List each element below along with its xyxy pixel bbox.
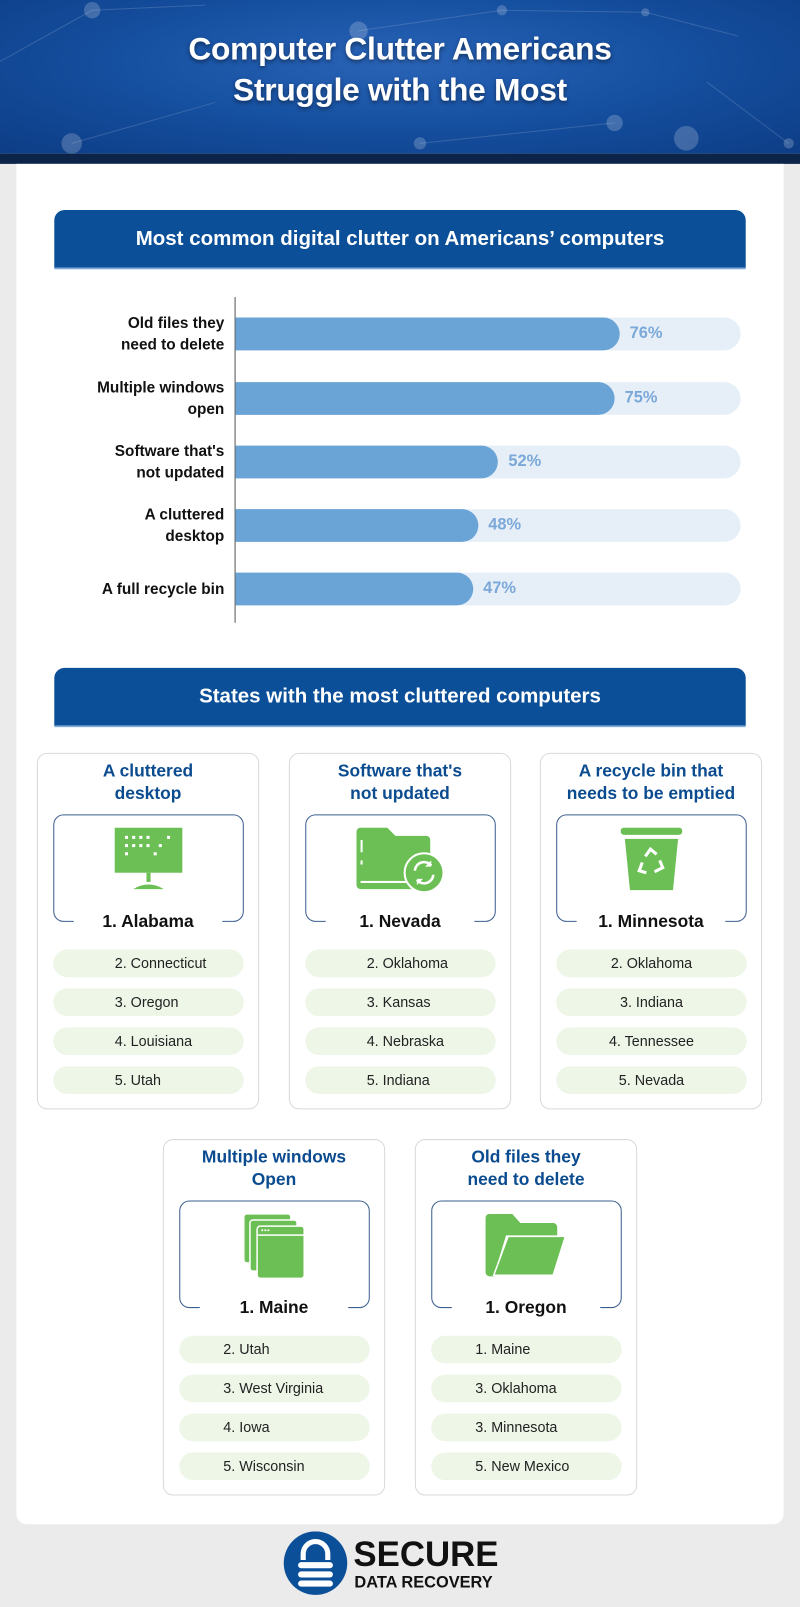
bar-track: 48% xyxy=(235,509,741,542)
bar-category-label: A full recycle bin xyxy=(50,578,224,600)
state-ranking-card: A recycle bin that needs to be emptied 1. … xyxy=(539,752,763,1110)
bar xyxy=(235,445,499,479)
ranked-state-item: 3. Oklahoma xyxy=(431,1374,622,1403)
card-title: A recycle bin that needs to be emptied xyxy=(541,760,761,805)
bar-category-label-line: open xyxy=(187,400,225,418)
ranked-state-item: 3. West Virginia xyxy=(179,1374,370,1403)
ranked-state-item: 4. Nebraska xyxy=(305,1027,496,1056)
card-title: Old files they need to delete xyxy=(416,1146,636,1191)
ranked-state-item: 2. Oklahoma xyxy=(556,949,747,978)
state-ranking-card: Multiple windows Open 1. Maine 2. Utah 3. We… xyxy=(162,1139,386,1496)
hero-banner: Computer Clutter Americans Struggle with… xyxy=(0,0,800,154)
ranked-state-item: 5. New Mexico xyxy=(431,1452,622,1481)
card-title-line: needs to be emptied xyxy=(566,783,736,804)
top-ranked-state: 1. Minnesota xyxy=(576,909,726,935)
card-title-line: desktop xyxy=(114,783,182,804)
chart-axis-line xyxy=(234,297,236,623)
ranked-state-item: 5. Indiana xyxy=(305,1066,496,1094)
windows-stack-icon xyxy=(243,1213,305,1285)
ranked-state-item: 3. Indiana xyxy=(556,988,747,1017)
title-line-2: Struggle with the Most xyxy=(233,71,567,108)
bar-category-label-line: need to delete xyxy=(121,335,225,354)
bar-category-label: Old files they need to delete xyxy=(50,312,224,355)
top-ranked-state: 1. Maine xyxy=(199,1295,349,1321)
folder-sync-icon xyxy=(356,827,445,899)
bar xyxy=(235,509,478,542)
logo-text-data-recovery: DATA RECOVERY xyxy=(354,1574,492,1592)
card-title: Software that's not updated xyxy=(290,760,510,805)
card-title-line: A recycle bin that xyxy=(578,761,724,781)
secure-data-recovery-logo: SECURE DATA RECOVERY xyxy=(0,1531,800,1597)
icon-frame xyxy=(431,1200,622,1309)
ranked-state-item: 5. Utah xyxy=(53,1066,244,1094)
ranked-state-item: 4. Tennessee xyxy=(556,1027,747,1056)
card-title: A cluttered desktop xyxy=(38,760,258,805)
ranked-state-item: 3. Minnesota xyxy=(431,1413,622,1442)
icon-frame xyxy=(53,814,244,922)
bar-category-label-line: Software that's xyxy=(114,442,225,460)
bar-category-label-line: Old files they xyxy=(127,314,225,332)
open-folder-icon xyxy=(485,1213,568,1283)
header-divider xyxy=(0,153,800,164)
icon-frame xyxy=(179,1200,370,1309)
bar xyxy=(235,382,615,415)
bar-category-label: Multiple windows open xyxy=(50,377,224,420)
state-ranking-card: Old files they need to delete 1. Oregon 1. … xyxy=(414,1139,638,1496)
icon-frame xyxy=(556,814,747,922)
bar xyxy=(235,317,620,351)
monitor-icon xyxy=(113,827,185,897)
top-ranked-state: 1. Nevada xyxy=(325,909,475,935)
page-title: Computer Clutter Americans Struggle with… xyxy=(0,29,800,111)
card-title-line: Open xyxy=(251,1169,297,1190)
card-title-line: A cluttered xyxy=(102,761,194,781)
card-title-line: need to delete xyxy=(467,1169,585,1190)
bar-category-label-line: Multiple windows xyxy=(97,379,225,397)
bar-value-label: 52% xyxy=(508,452,542,471)
card-title-line: Old files they xyxy=(471,1147,581,1167)
ranked-state-item: 1. Maine xyxy=(431,1335,622,1364)
bar-track: 75% xyxy=(235,382,741,415)
bar-track: 47% xyxy=(235,572,741,606)
ranked-state-item: 5. Nevada xyxy=(556,1066,747,1094)
bar-track: 52% xyxy=(235,445,741,479)
bar-category-label: Software that's not updated xyxy=(50,440,225,483)
recycle-bin-icon xyxy=(619,827,685,899)
ranked-state-item: 2. Utah xyxy=(179,1335,370,1364)
top-ranked-state: 1. Alabama xyxy=(73,909,223,935)
state-ranking-card: A cluttered desktop 1. Alabama 2. Connectic… xyxy=(36,752,260,1110)
bar-value-label: 75% xyxy=(624,389,658,407)
ranked-state-item: 4. Iowa xyxy=(179,1413,370,1442)
title-line-1: Computer Clutter Americans xyxy=(188,30,612,67)
bar-value-label: 48% xyxy=(488,516,522,534)
bar-value-label: 47% xyxy=(483,579,516,598)
bar-category-label-line: A cluttered xyxy=(144,506,225,524)
top-ranked-state: 1. Oregon xyxy=(451,1295,601,1321)
chart-section-header: Most common digital clutter on Americans… xyxy=(54,209,746,270)
ranked-state-item: 2. Oklahoma xyxy=(305,949,496,978)
network-pattern xyxy=(0,2,794,154)
bar-category-label-line: A full recycle bin xyxy=(101,580,225,598)
ranked-state-item: 3. Kansas xyxy=(305,988,496,1017)
card-title-line: Software that's xyxy=(337,761,463,781)
card-title-line: Multiple windows xyxy=(201,1147,347,1167)
bar-value-label: 76% xyxy=(629,324,663,343)
state-ranking-card: Software that's not updated 1. Nevada 2. Ok… xyxy=(288,752,512,1110)
ranked-state-item: 2. Connecticut xyxy=(53,949,244,978)
card-title-line: not updated xyxy=(350,783,450,804)
states-section-header: States with the most cluttered computers xyxy=(54,667,746,728)
bar-track: 76% xyxy=(235,317,741,351)
bar xyxy=(235,572,473,606)
logo-text-secure: SECURE xyxy=(353,1535,498,1574)
bar-category-label: A cluttered desktop xyxy=(50,504,225,547)
icon-frame xyxy=(305,814,496,922)
card-title: Multiple windows Open xyxy=(164,1146,384,1191)
bar-category-label-line: desktop xyxy=(165,527,225,545)
bar-category-label-line: not updated xyxy=(136,464,225,482)
ranked-state-item: 3. Oregon xyxy=(53,988,244,1017)
ranked-state-item: 4. Louisiana xyxy=(53,1027,244,1056)
ranked-state-item: 5. Wisconsin xyxy=(179,1452,370,1481)
